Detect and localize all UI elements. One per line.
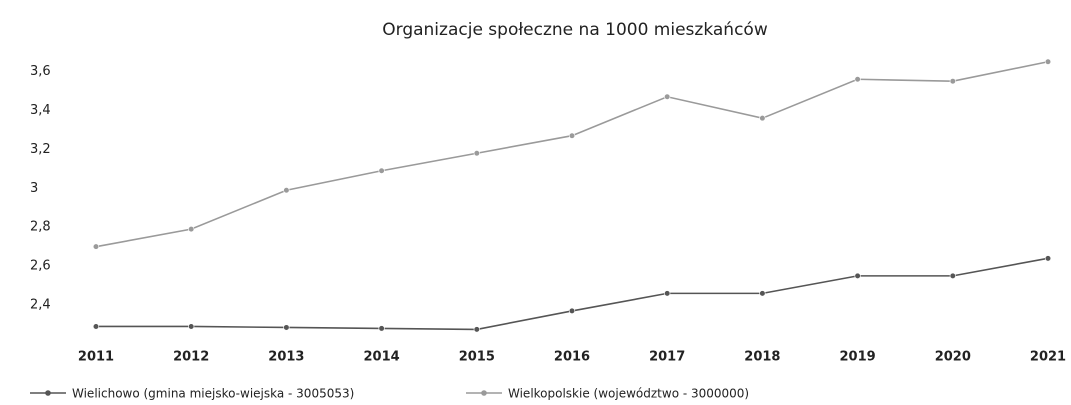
x-tick-label: 2011 [78,350,114,365]
y-tick-label: 3,2 [30,142,51,157]
y-tick-label: 2,8 [30,220,51,235]
point [568,132,576,139]
y-tick-label: 3 [30,181,38,196]
point [949,272,956,279]
x-tick-label: 2014 [364,350,400,365]
point [378,325,385,332]
y-tick-label: 3,6 [30,64,51,79]
point [473,326,480,333]
x-tick-label: 2018 [744,350,780,365]
point [854,76,861,83]
point [188,323,195,330]
y-tick-label: 3,4 [30,103,51,118]
series-line [95,60,1049,248]
point [664,93,671,100]
x-tick-label: 2012 [173,350,209,365]
x-tick-label: 2021 [1030,350,1066,365]
legend-label: Wielichowo (gmina miejsko-wiejska - 3005… [72,387,354,401]
point [664,290,671,297]
x-tick-label: 2017 [649,350,685,365]
legend-label: Wielkopolskie (województwo - 3000000) [508,387,749,401]
point [949,78,956,85]
x-tick-label: 2015 [459,350,495,365]
point [759,290,766,297]
point [1044,255,1052,262]
point [283,324,290,331]
x-tick-label: 2013 [268,350,304,365]
point [854,272,861,279]
point [759,115,766,122]
legend-marker [481,390,487,396]
point [92,243,100,250]
point [1044,58,1052,65]
series-line [96,257,1049,331]
x-tick-label: 2016 [554,350,590,365]
legend-marker [45,390,51,396]
y-tick-label: 2,4 [30,298,51,313]
point [92,323,100,330]
x-tick-label: 2019 [840,350,876,365]
point [283,187,290,194]
y-tick-label: 2,6 [30,259,51,274]
point [568,307,576,315]
point [473,150,480,157]
x-tick-label: 2020 [935,350,971,365]
chart-title: Organizacje społeczne na 1000 mieszkańcó… [382,20,768,40]
point [188,226,195,233]
point [378,167,385,174]
